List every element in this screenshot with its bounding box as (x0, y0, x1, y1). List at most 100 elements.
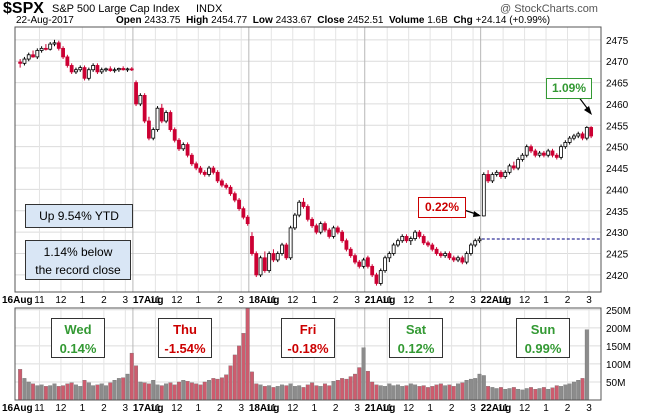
candle-body (327, 229, 332, 237)
candle-body (104, 68, 108, 71)
candle-body (215, 171, 220, 182)
volume-tick-label: 150M (606, 342, 631, 353)
volume-bar (559, 386, 564, 401)
candle (108, 66, 113, 72)
volume-bar (426, 387, 430, 401)
candle (559, 144, 563, 160)
volume-bar (584, 329, 589, 401)
candle (48, 41, 53, 51)
volume-tick-label: 200M (606, 324, 631, 335)
volume-bar (138, 381, 143, 401)
candle-body (254, 253, 259, 276)
candle-body (507, 165, 512, 173)
day-tick-label: 17Aug (133, 295, 164, 306)
day-summary-day: Sun (530, 322, 556, 337)
volume-bar (473, 378, 478, 401)
candle-body (74, 69, 78, 73)
hour-tick-label: 12 (171, 403, 183, 414)
candle (572, 133, 576, 141)
volume-bar (181, 380, 186, 401)
candle (18, 59, 23, 68)
candle-body (271, 253, 276, 261)
volume-bar (86, 382, 91, 401)
candle (224, 183, 229, 190)
hour-tick-label: 2 (449, 295, 455, 306)
candle-body (224, 184, 229, 188)
candle (357, 259, 362, 269)
candle (430, 242, 435, 252)
volume-bar (125, 373, 130, 401)
hour-tick-label: 3 (586, 295, 592, 306)
volume-bar (301, 387, 306, 401)
day-tick-label: 21Aug (365, 403, 396, 414)
volume-bar (95, 384, 100, 401)
candle-body (108, 68, 113, 71)
candle-body (172, 129, 177, 141)
candle-body (460, 257, 465, 263)
volume-bar (35, 385, 40, 401)
candle-body (78, 67, 83, 71)
candle-body (365, 257, 370, 267)
hour-tick-label: 3 (123, 295, 129, 306)
volume-bar (460, 382, 465, 401)
candle-body (443, 253, 448, 257)
volume-bar (297, 385, 302, 401)
candle (511, 161, 516, 171)
candle (456, 255, 460, 263)
volume-bar (421, 385, 426, 401)
candle (486, 170, 490, 184)
volume-bar (490, 387, 495, 401)
candle (181, 142, 186, 151)
candle-body (198, 167, 203, 173)
candle-body (69, 65, 74, 73)
candle-body (511, 165, 516, 169)
volume-bar (571, 381, 576, 401)
candle-body (56, 42, 61, 49)
record-line-2: the record close (35, 263, 121, 277)
volume-bar (318, 386, 323, 401)
candle-body (580, 133, 585, 139)
candle (262, 251, 267, 273)
price-candles (18, 39, 594, 286)
volume-bar (310, 382, 315, 401)
volume-bar (78, 386, 83, 401)
candle (408, 236, 413, 245)
volume-bar (348, 376, 353, 401)
candle (207, 165, 211, 177)
hour-tick-label: 1 (427, 295, 433, 306)
candle-body (421, 236, 426, 244)
volume-bar (443, 385, 448, 401)
volume-bar (378, 385, 383, 401)
candle (365, 255, 370, 269)
candle-body (35, 50, 40, 58)
candle (254, 251, 259, 278)
volume-bar (413, 384, 418, 401)
hour-tick-label: 11 (498, 403, 509, 414)
candle-body (116, 68, 121, 71)
candle-body (559, 146, 563, 158)
candle (344, 238, 349, 252)
candle-body (297, 201, 302, 216)
candle-body (177, 139, 181, 150)
volume-bar (357, 367, 362, 401)
candle-body (82, 67, 87, 79)
candle-body (567, 137, 572, 143)
candle (370, 264, 375, 278)
volume-bar (451, 386, 456, 401)
candle (473, 238, 478, 248)
hour-tick-label: 3 (586, 403, 592, 414)
day-summary-thu: Thu -1.54% (158, 318, 212, 358)
candle (318, 221, 323, 235)
hour-tick-label: 12 (403, 295, 415, 306)
day-summary-day: Wed (64, 322, 92, 337)
candle (138, 93, 143, 107)
open-label: Open (116, 15, 142, 26)
volume-tick-label: 250M (606, 306, 631, 317)
volume-bar (151, 380, 156, 401)
day-summary-fri: Fri -0.18% (281, 318, 335, 358)
candle-body (275, 253, 280, 261)
candle (340, 230, 345, 243)
candle-body (147, 120, 151, 139)
candle-body (134, 82, 138, 105)
exchange-label: INDX (196, 3, 223, 15)
